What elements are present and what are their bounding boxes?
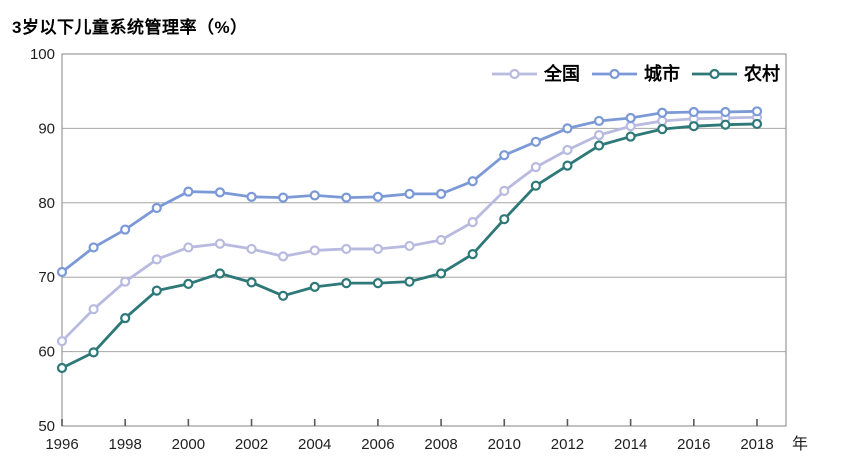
series-marker-rural	[688, 121, 699, 132]
series-marker-rural	[183, 278, 194, 289]
x-axis-label: 2016	[677, 436, 710, 453]
series-marker-national	[372, 243, 384, 255]
series-marker-national	[657, 115, 668, 127]
legend-swatch-marker-rural	[709, 68, 720, 80]
series-marker-urban	[688, 106, 699, 118]
series-marker-urban	[720, 106, 731, 118]
legend-swatch-marker-urban	[609, 68, 620, 80]
series-marker-rural	[499, 214, 510, 225]
series-marker-urban	[530, 136, 541, 147]
series-marker-national	[404, 240, 415, 252]
series-marker-rural	[625, 131, 636, 142]
y-axis-label: 80	[38, 195, 55, 212]
series-marker-rural	[562, 160, 573, 171]
series-marker-national	[625, 121, 636, 132]
series-marker-urban	[214, 187, 226, 198]
series-marker-urban	[246, 191, 257, 202]
series-marker-rural	[56, 362, 68, 374]
y-axis-label: 60	[38, 344, 55, 361]
x-axis-label: 2018	[740, 436, 773, 453]
series-marker-urban	[309, 190, 320, 201]
x-axis-unit-label: 年	[792, 435, 808, 453]
series-marker-rural	[309, 281, 320, 292]
series-marker-urban	[435, 188, 447, 199]
series-marker-national	[246, 243, 257, 255]
legend-item-national: 全国	[492, 63, 580, 84]
x-axis-label: 2010	[488, 436, 521, 453]
x-axis-label: 2006	[361, 436, 394, 453]
series-marker-rural	[657, 124, 668, 135]
series-marker-rural	[341, 278, 352, 289]
series-marker-rural	[467, 249, 478, 260]
legend-item-rural: 农村	[692, 63, 780, 84]
series-marker-national	[278, 251, 289, 262]
series-marker-national	[341, 243, 352, 255]
series-marker-national	[562, 144, 573, 156]
series-marker-national	[183, 242, 194, 253]
series-marker-rural	[435, 268, 447, 279]
legend-label-urban: 城市	[644, 63, 680, 84]
legend-label-rural: 农村	[743, 63, 780, 84]
series-marker-national	[499, 185, 510, 196]
series-marker-national	[467, 217, 478, 228]
legend-item-urban: 城市	[592, 63, 680, 84]
series-marker-national	[120, 276, 131, 287]
series-marker-national	[151, 254, 162, 265]
plot-border	[61, 53, 787, 427]
series-marker-urban	[120, 224, 131, 235]
x-axis-label: 2002	[235, 436, 268, 453]
series-marker-urban	[404, 188, 415, 199]
series-marker-urban	[183, 186, 194, 197]
y-axis-label: 90	[38, 120, 55, 137]
series-marker-urban	[625, 112, 636, 124]
y-axis-label: 100	[30, 46, 55, 63]
series-marker-national	[214, 238, 226, 249]
series-marker-rural	[372, 278, 384, 289]
x-axis-label: 1998	[108, 436, 141, 453]
series-marker-rural	[214, 268, 226, 279]
series-marker-urban	[56, 266, 68, 278]
series-marker-urban	[88, 242, 99, 253]
series-marker-rural	[151, 285, 162, 296]
series-marker-rural	[88, 347, 99, 358]
series-marker-national	[309, 245, 320, 256]
series-marker-rural	[278, 290, 289, 301]
x-axis-label: 2008	[424, 436, 457, 453]
series-marker-national	[593, 129, 605, 141]
x-axis-label: 2012	[551, 436, 584, 453]
x-axis-label: 2014	[614, 436, 647, 453]
series-marker-urban	[593, 115, 605, 127]
series-marker-rural	[751, 118, 763, 130]
series-marker-urban	[341, 192, 352, 203]
series-marker-urban	[372, 191, 384, 202]
series-marker-rural	[404, 276, 415, 287]
series-marker-urban	[467, 176, 478, 187]
series-marker-national	[88, 304, 99, 315]
series-marker-rural	[593, 140, 605, 151]
series-marker-national	[435, 234, 447, 246]
legend-swatch-marker-national	[509, 68, 520, 80]
series-marker-rural	[246, 277, 257, 288]
series-marker-national	[530, 161, 541, 173]
series-marker-rural	[720, 119, 731, 130]
series-marker-rural	[530, 180, 541, 191]
series-marker-urban	[499, 150, 510, 161]
x-axis-label: 2004	[298, 436, 331, 453]
series-marker-urban	[751, 106, 763, 117]
series-marker-urban	[657, 107, 668, 118]
series-marker-urban	[562, 123, 573, 134]
x-axis-label: 1996	[45, 436, 78, 453]
series-line-national	[60, 115, 759, 343]
y-axis-label: 50	[38, 418, 55, 435]
series-marker-urban	[278, 192, 289, 203]
chart-title: 3岁以下儿童系统管理率（%）	[12, 18, 248, 37]
legend-label-national: 全国	[543, 63, 580, 84]
series-marker-urban	[151, 202, 162, 214]
y-axis-label: 70	[38, 269, 55, 286]
series-marker-rural	[120, 313, 131, 324]
series-marker-national	[56, 336, 68, 347]
x-axis-label: 2000	[172, 436, 205, 453]
